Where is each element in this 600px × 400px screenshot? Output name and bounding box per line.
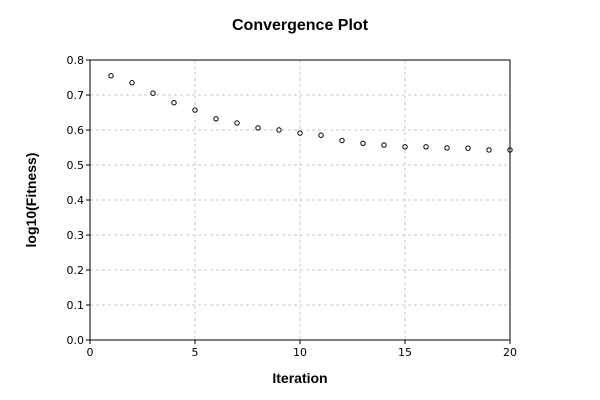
data-point [171,100,177,106]
y-tick-label: 0.7 [67,89,85,102]
chart-title: Convergence Plot [232,17,369,34]
y-tick-label: 0.4 [67,194,85,207]
y-tick-label: 0.5 [67,159,85,172]
x-tick-label: 10 [293,346,307,359]
data-point [192,107,198,113]
y-tick-label: 0.3 [67,229,85,242]
grid-lines [90,60,510,340]
y-tick-label: 0.8 [67,54,85,67]
axis-ticks: 0 5 10 15 20 0.0 0.1 0.2 0.3 0.4 0.5 0.6 0.7 0.8 [67,54,518,359]
y-tick-label: 0.6 [67,124,85,137]
y-tick-label: 0.1 [67,299,85,312]
x-tick-label: 0 [87,346,94,359]
data-point [318,132,324,138]
data-point [213,116,219,122]
data-point [465,145,471,151]
data-point [486,147,492,153]
plot-border [89,59,511,341]
y-tick-label: 0.2 [67,264,85,277]
data-point [444,145,450,151]
x-tick-label: 15 [398,346,412,359]
data-point [360,140,366,147]
data-point [402,144,408,150]
data-point [150,90,156,96]
x-tick-label: 20 [503,346,517,359]
data-point [108,73,114,79]
data-point [255,125,261,131]
x-tick-label: 5 [192,346,199,359]
data-point [129,80,135,86]
data-point [276,127,282,133]
data-point [423,144,429,150]
y-tick-label: 0.0 [67,334,85,347]
y-axis-label: log10(Fitness) [23,153,39,248]
x-axis-label: Iteration [272,370,327,386]
data-point [234,120,240,126]
data-point [339,137,345,144]
data-points [108,73,513,153]
data-point [381,142,387,148]
data-point [297,130,303,136]
